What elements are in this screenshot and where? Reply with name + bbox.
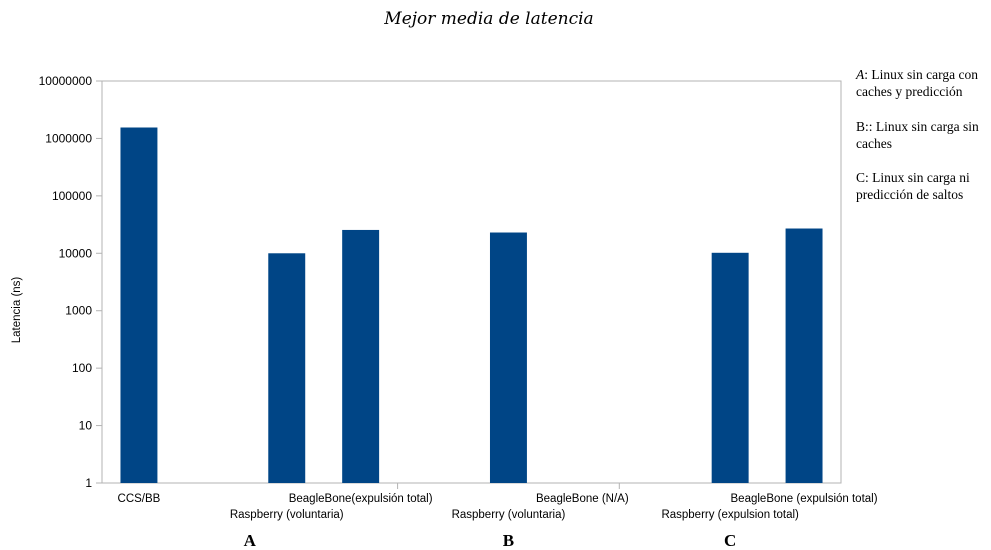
chart-title: Mejor media de latencia bbox=[383, 9, 593, 29]
category-label: Raspberry (voluntaria) bbox=[452, 509, 566, 521]
note-c: C: Linux sin carga ni predicción de salt… bbox=[856, 169, 990, 203]
group-labels: A B C bbox=[244, 531, 737, 550]
note-a-text: : Linux sin carga con caches y predicció… bbox=[856, 67, 978, 99]
y-axis-label: Latencia (ns) bbox=[11, 277, 23, 344]
y-tick-label: 10000000 bbox=[39, 74, 93, 88]
group-label: C bbox=[724, 531, 736, 550]
y-tick-label: 10 bbox=[79, 419, 93, 433]
bar bbox=[711, 252, 749, 483]
category-label: BeagleBone(expulsión total) bbox=[289, 493, 433, 505]
bar bbox=[489, 232, 527, 483]
y-tick-label: 10000 bbox=[59, 246, 93, 260]
plot-area bbox=[101, 80, 842, 484]
x-axis-ticks bbox=[397, 483, 620, 489]
bar bbox=[342, 229, 380, 483]
y-tick-label: 100000 bbox=[52, 189, 92, 203]
note-b: B:: Linux sin carga sin caches bbox=[856, 118, 990, 152]
category-label: BeagleBone (N/A) bbox=[536, 493, 629, 505]
bars bbox=[120, 127, 823, 483]
note-a: A: Linux sin carga con caches y predicci… bbox=[856, 66, 990, 100]
bar bbox=[120, 127, 158, 483]
note-b-text: : Linux sin carga sin caches bbox=[856, 119, 979, 151]
note-c-key: C bbox=[856, 170, 866, 185]
note-b-key: B: bbox=[856, 119, 869, 134]
y-tick-label: 1000000 bbox=[45, 131, 92, 145]
note-a-key: A bbox=[856, 67, 865, 82]
bar bbox=[268, 253, 306, 483]
category-labels: CCS/BB Raspberry (voluntaria) BeagleBone(e… bbox=[118, 493, 878, 521]
bar bbox=[785, 228, 823, 483]
y-tick-label: 1 bbox=[85, 476, 92, 490]
category-label: Raspberry (expulsion total) bbox=[661, 509, 799, 521]
group-label: B bbox=[503, 531, 514, 550]
category-label: CCS/BB bbox=[118, 493, 161, 505]
note-c-text: : Linux sin carga ni predicción de salto… bbox=[856, 170, 970, 202]
group-label: A bbox=[244, 531, 257, 550]
y-tick-label: 1000 bbox=[65, 304, 92, 318]
y-axis-ticks: 1 10 100 1000 10000 100000 1000000 10000000 bbox=[39, 74, 102, 490]
y-tick-label: 100 bbox=[72, 361, 92, 375]
category-label: Raspberry (voluntaria) bbox=[230, 509, 344, 521]
category-label: BeagleBone (expulsión total) bbox=[731, 493, 878, 505]
